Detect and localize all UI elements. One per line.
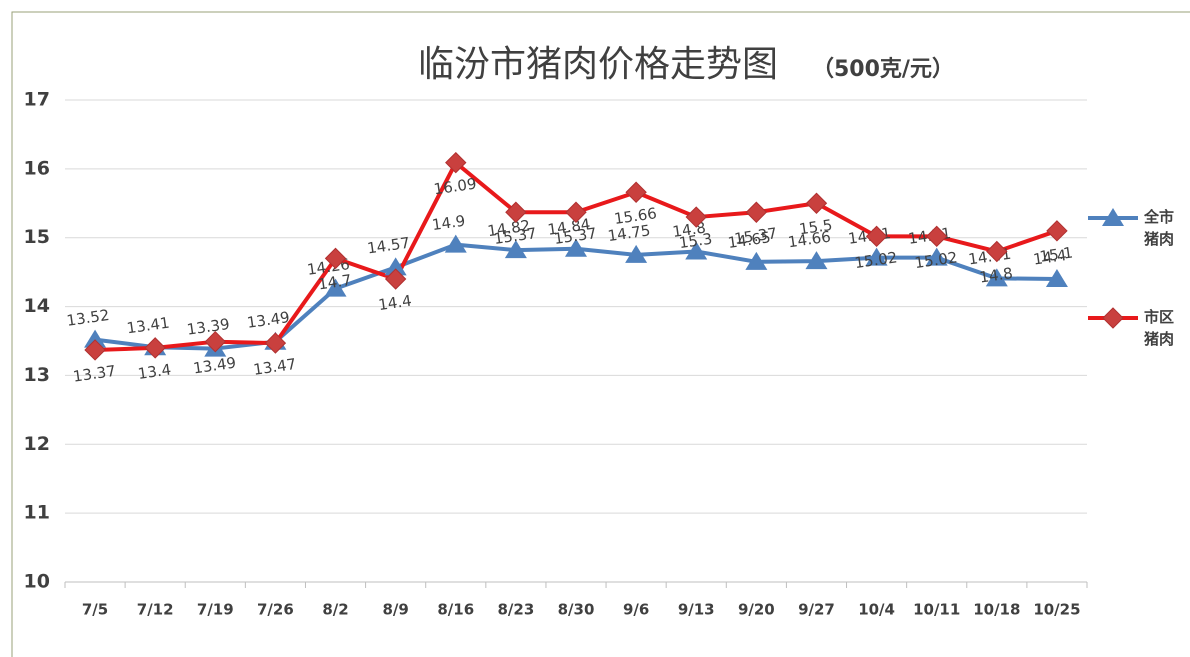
x-tick-label: 7/26 xyxy=(257,601,294,619)
y-tick-label: 17 xyxy=(24,89,50,111)
data-label: 15.5 xyxy=(798,216,834,238)
data-label: 15.1 xyxy=(1038,243,1074,265)
data-label: 15.3 xyxy=(678,230,714,252)
marker xyxy=(685,206,707,228)
data-label: 14.4 xyxy=(377,292,413,314)
data-label: 13.39 xyxy=(186,315,231,339)
marker xyxy=(84,339,106,361)
y-tick-label: 15 xyxy=(24,226,50,248)
marker xyxy=(1102,307,1124,329)
marker xyxy=(505,201,527,223)
chart-title: 临汾市猪肉价格走势图 xyxy=(418,44,778,85)
x-tick-label: 8/23 xyxy=(497,601,534,619)
x-tick-label: 7/19 xyxy=(197,601,234,619)
data-label: 15.02 xyxy=(853,248,898,272)
x-tick-label: 10/25 xyxy=(1033,601,1080,619)
marker xyxy=(144,337,166,359)
data-label: 14.66 xyxy=(787,228,832,252)
data-label: 14.57 xyxy=(366,234,411,258)
data-label: 14.4 xyxy=(1032,246,1068,268)
data-label: 13.47 xyxy=(252,355,297,379)
data-label: 14.8 xyxy=(978,264,1014,286)
x-tick-label: 7/12 xyxy=(137,601,174,619)
x-tick-label: 8/2 xyxy=(322,601,348,619)
data-label: 14.75 xyxy=(607,221,652,245)
x-tick-label: 9/13 xyxy=(678,601,715,619)
marker xyxy=(264,332,287,354)
data-label: 13.49 xyxy=(192,354,237,378)
x-tick-label: 7/5 xyxy=(82,601,108,619)
marker xyxy=(445,151,467,174)
x-tick-label: 9/6 xyxy=(623,601,649,619)
data-label: 14.84 xyxy=(546,215,591,239)
x-tick-label: 8/16 xyxy=(437,601,474,619)
marker xyxy=(625,181,647,203)
data-label: 14.7 xyxy=(317,271,353,293)
y-tick-label: 10 xyxy=(24,571,50,593)
x-tick-label: 8/30 xyxy=(558,601,595,619)
marker xyxy=(925,247,948,266)
data-label: 15.37 xyxy=(553,224,598,248)
marker xyxy=(384,257,407,276)
marker xyxy=(985,268,1008,287)
legend-entry: 全市猪肉 xyxy=(1144,208,1175,248)
data-label: 13.49 xyxy=(246,308,291,332)
data-label: 14.82 xyxy=(486,216,531,240)
x-tick-label: 10/11 xyxy=(913,601,960,619)
y-tick-label: 12 xyxy=(24,433,50,455)
x-tick-label: 10/18 xyxy=(973,601,1020,619)
marker xyxy=(1045,269,1068,288)
y-tick-label: 11 xyxy=(24,502,50,524)
chart-subtitle: （500克/元） xyxy=(812,56,954,82)
marker xyxy=(986,240,1008,263)
data-label: 15.66 xyxy=(613,204,658,228)
x-tick-label: 8/9 xyxy=(382,601,408,619)
y-tick-label: 16 xyxy=(24,157,50,179)
marker xyxy=(444,234,467,253)
legend-label: 市区猪肉 xyxy=(1144,308,1175,348)
data-label: 13.4 xyxy=(137,360,173,382)
marker xyxy=(745,201,768,223)
marker xyxy=(324,278,347,297)
data-label: 14.9 xyxy=(431,212,467,234)
y-tick-label: 13 xyxy=(24,364,50,386)
data-label: 14.65 xyxy=(727,228,772,252)
x-tick-label: 9/20 xyxy=(738,601,775,619)
marker xyxy=(925,225,948,248)
data-label: 15.37 xyxy=(493,224,538,248)
marker xyxy=(865,225,888,248)
marker xyxy=(745,251,768,270)
data-label: 13.52 xyxy=(65,306,110,330)
data-label: 15.02 xyxy=(913,248,958,272)
y-tick-label: 14 xyxy=(24,295,50,317)
marker xyxy=(384,268,407,290)
data-label: 16.09 xyxy=(433,175,478,199)
marker xyxy=(204,330,227,353)
marker xyxy=(565,238,587,257)
marker xyxy=(865,247,888,266)
marker xyxy=(324,247,347,270)
marker xyxy=(565,201,587,223)
marker xyxy=(1046,220,1068,242)
marker xyxy=(625,244,648,263)
x-tick-label: 9/27 xyxy=(798,601,835,619)
chart-border xyxy=(11,11,1190,657)
marker xyxy=(685,241,708,260)
marker xyxy=(504,240,527,259)
legend-label: 全市猪肉 xyxy=(1144,208,1175,248)
x-tick-label: 10/4 xyxy=(858,601,895,619)
marker xyxy=(805,192,828,214)
marker xyxy=(84,329,107,348)
marker xyxy=(805,251,828,270)
legend-entry: 市区猪肉 xyxy=(1144,308,1175,348)
data-label: 13.41 xyxy=(126,314,171,338)
data-label: 13.37 xyxy=(72,362,117,386)
data-label: 15.37 xyxy=(733,224,778,248)
marker xyxy=(1102,208,1124,226)
